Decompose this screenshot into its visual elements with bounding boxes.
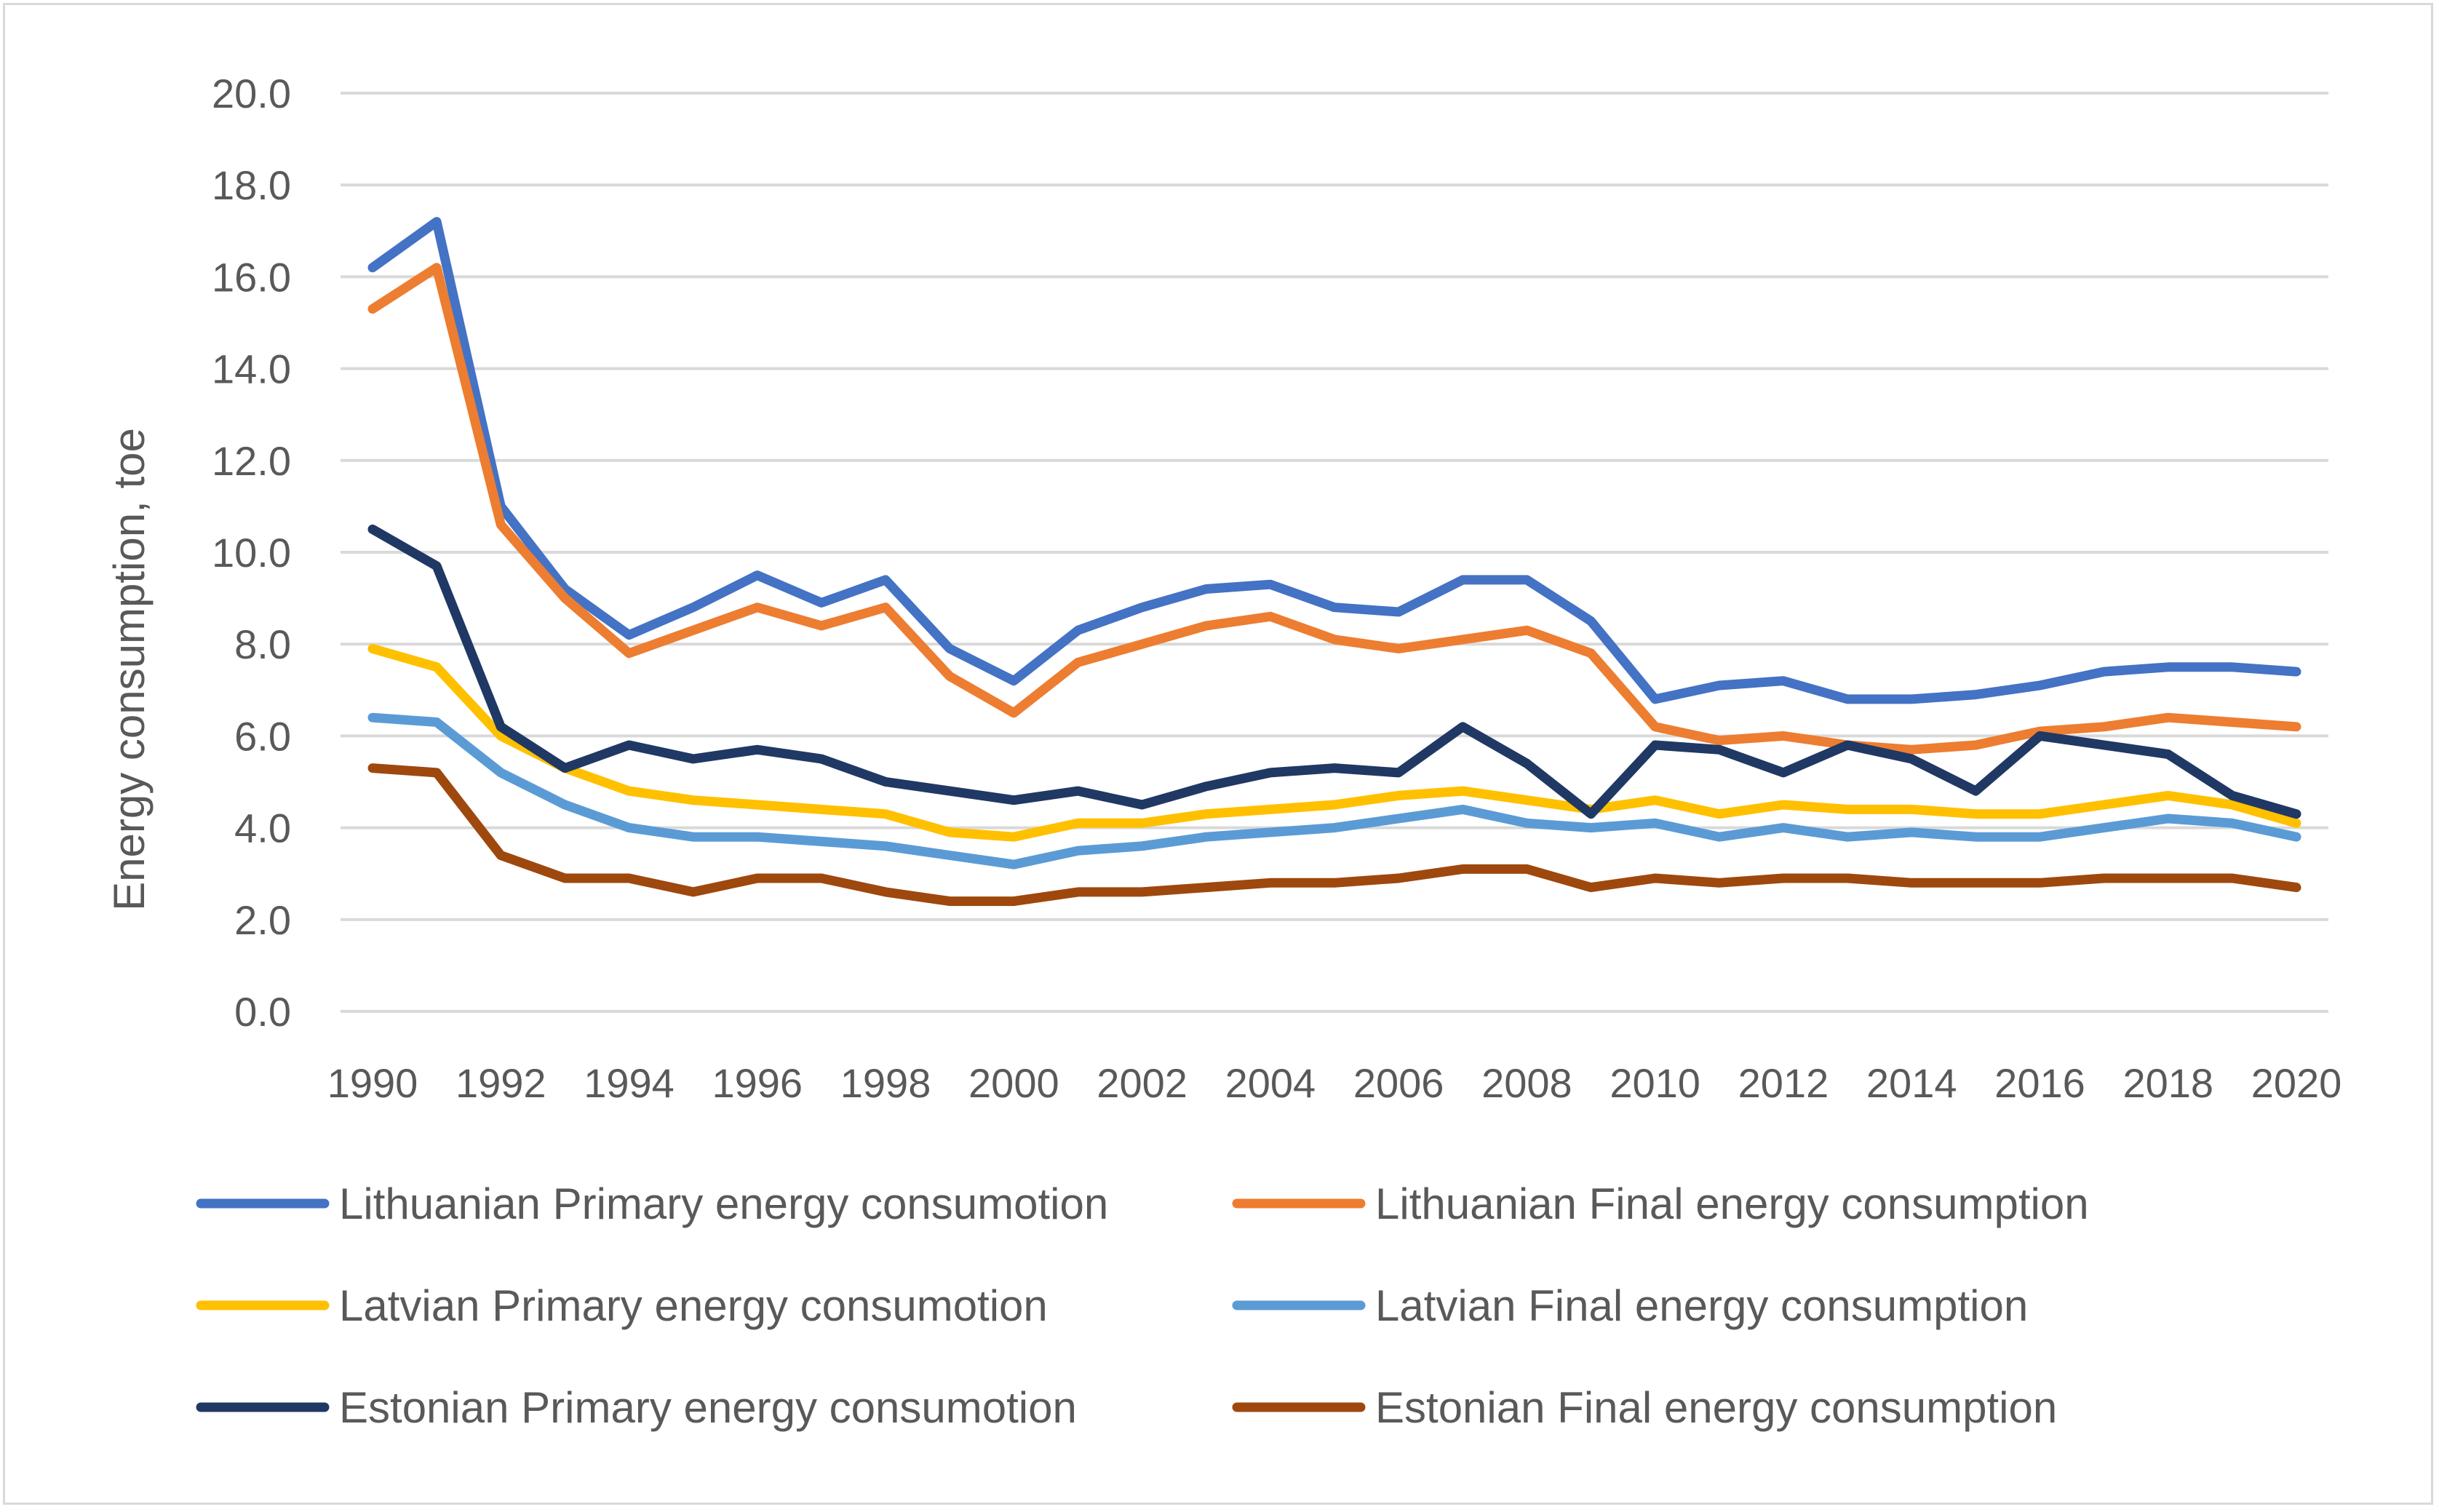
series-line-4 (367, 712, 2301, 870)
legend-item-4: Latvian Final energy consumption (1232, 1281, 2028, 1330)
series-line-2 (367, 263, 2301, 755)
x-tick-label: 1994 (584, 1060, 675, 1106)
legend-label: Latvian Final energy consumption (1375, 1281, 2028, 1330)
legend-label: Lithuanian Primary energy consumotion (339, 1179, 1108, 1228)
x-tick-label: 2014 (1866, 1060, 1957, 1106)
x-tick-label: 1990 (327, 1060, 418, 1106)
x-tick-label: 2012 (1738, 1060, 1829, 1106)
legend-label: Estonian Primary energy consumotion (339, 1383, 1077, 1432)
legend-item-5: Estonian Primary energy consumotion (196, 1383, 1077, 1432)
x-tick-label: 2010 (1610, 1060, 1700, 1106)
series-line-3 (367, 644, 2301, 842)
x-tick-label: 2018 (2122, 1060, 2213, 1106)
x-tick-label: 2004 (1225, 1060, 1316, 1106)
legend-label: Estonian Final energy consumption (1375, 1383, 2057, 1432)
legend-item-6: Estonian Final energy consumption (1232, 1383, 2057, 1432)
series-line-6 (367, 763, 2301, 907)
y-tick-label: 0.0 (234, 989, 291, 1035)
y-tick-label: 14.0 (212, 346, 291, 392)
y-tick-label: 4.0 (234, 805, 291, 851)
legend-item-1: Lithuanian Primary energy consumotion (196, 1179, 1108, 1228)
y-tick-label: 8.0 (234, 621, 291, 667)
y-tick-label: 6.0 (234, 713, 291, 759)
legend-item-2: Lithuanian Final energy consumption (1232, 1179, 2089, 1228)
y-tick-label: 16.0 (212, 254, 291, 300)
x-tick-label: 2006 (1353, 1060, 1444, 1106)
chart-frame (3, 3, 2433, 1505)
y-axis-title: Energy consumption, toe (105, 428, 154, 911)
series-lines (367, 217, 2301, 907)
x-tick-label: 2000 (968, 1060, 1059, 1106)
y-tick-label: 18.0 (212, 162, 291, 208)
x-tick-label: 1996 (712, 1060, 803, 1106)
y-tick-label: 12.0 (212, 438, 291, 484)
x-tick-label: 1998 (840, 1060, 931, 1106)
x-tick-label: 1992 (455, 1060, 546, 1106)
x-axis-ticks: 1990 1992 1994 1996 1998 2000 2002 2004 2006 2008… (327, 1060, 2342, 1106)
x-tick-label: 2016 (1994, 1060, 2085, 1106)
x-tick-label: 2020 (2251, 1060, 2342, 1106)
y-axis-ticks: 0.0 2.0 4.0 6.0 8.0 10.0 12.0 14.0 16.0 18.0 20.0 (212, 71, 291, 1035)
x-tick-label: 2002 (1097, 1060, 1187, 1106)
series-line-1 (367, 217, 2301, 704)
legend-item-3: Latvian Primary energy consumotion (196, 1281, 1048, 1330)
gridlines (341, 92, 2328, 1013)
legend-label: Lithuanian Final energy consumption (1375, 1179, 2089, 1228)
legend-label: Latvian Primary energy consumotion (339, 1281, 1048, 1330)
legend: Lithuanian Primary energy consumotion Lit… (196, 1179, 2089, 1432)
x-tick-label: 2008 (1481, 1060, 1572, 1106)
y-tick-label: 2.0 (234, 897, 291, 943)
series-line-5 (367, 524, 2301, 819)
y-tick-label: 10.0 (212, 530, 291, 576)
y-tick-label: 20.0 (212, 71, 291, 116)
